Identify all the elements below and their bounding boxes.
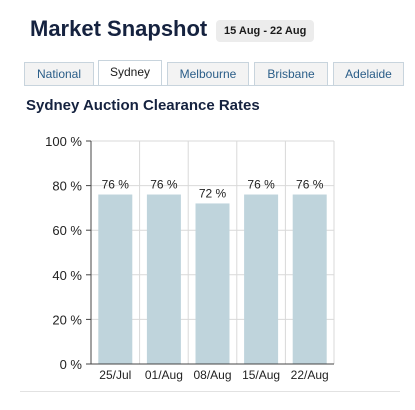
x-tick-label: 08/Aug: [193, 368, 231, 382]
city-tabs: National Sydney Melbourne Brisbane Adela…: [24, 60, 404, 86]
data-label: 76 %: [102, 178, 130, 192]
footer-divider: [20, 391, 400, 392]
data-label: 76 %: [247, 178, 275, 192]
y-tick-label: 0 %: [60, 357, 83, 372]
x-tick-label: 25/Jul: [99, 368, 131, 382]
tab-melbourne[interactable]: Melbourne: [167, 62, 249, 86]
chart-title: Sydney Auction Clearance Rates: [26, 97, 260, 114]
y-tick-label: 20 %: [52, 312, 82, 327]
data-label: 76 %: [150, 178, 178, 192]
clearance-rate-chart: 0 % 20 % 40 % 60 % 80 % 100 % 76 % 25/Jul 76 % 01…: [45, 134, 335, 382]
y-tick-label: 80 %: [52, 179, 82, 194]
header: Market Snapshot 15 Aug - 22 Aug: [30, 16, 400, 50]
tab-brisbane[interactable]: Brisbane: [254, 62, 328, 86]
bar: [244, 194, 279, 364]
labels: 0 % 20 % 40 % 60 % 80 % 100 % 76 % 25/Jul 76 % 01…: [45, 134, 329, 382]
date-range-badge: 15 Aug - 22 Aug: [216, 20, 315, 42]
bar: [195, 203, 230, 364]
bars: [98, 194, 327, 364]
page-title: Market Snapshot: [30, 16, 208, 41]
tab-sydney[interactable]: Sydney: [98, 60, 162, 86]
x-tick-label: 01/Aug: [145, 368, 183, 382]
bar: [146, 194, 181, 364]
axes: [86, 140, 334, 365]
x-tick-label: 22/Aug: [291, 368, 329, 382]
y-tick-label: 60 %: [52, 223, 82, 238]
data-label: 72 %: [199, 186, 227, 200]
y-tick-label: 40 %: [52, 268, 82, 283]
y-tick-label: 100 %: [45, 134, 82, 149]
tab-adelaide[interactable]: Adelaide: [333, 62, 404, 86]
bar: [98, 194, 133, 364]
bar: [292, 194, 327, 364]
tab-divider: [24, 85, 404, 86]
data-label: 76 %: [296, 178, 324, 192]
x-tick-label: 15/Aug: [242, 368, 280, 382]
tab-national[interactable]: National: [24, 62, 94, 86]
